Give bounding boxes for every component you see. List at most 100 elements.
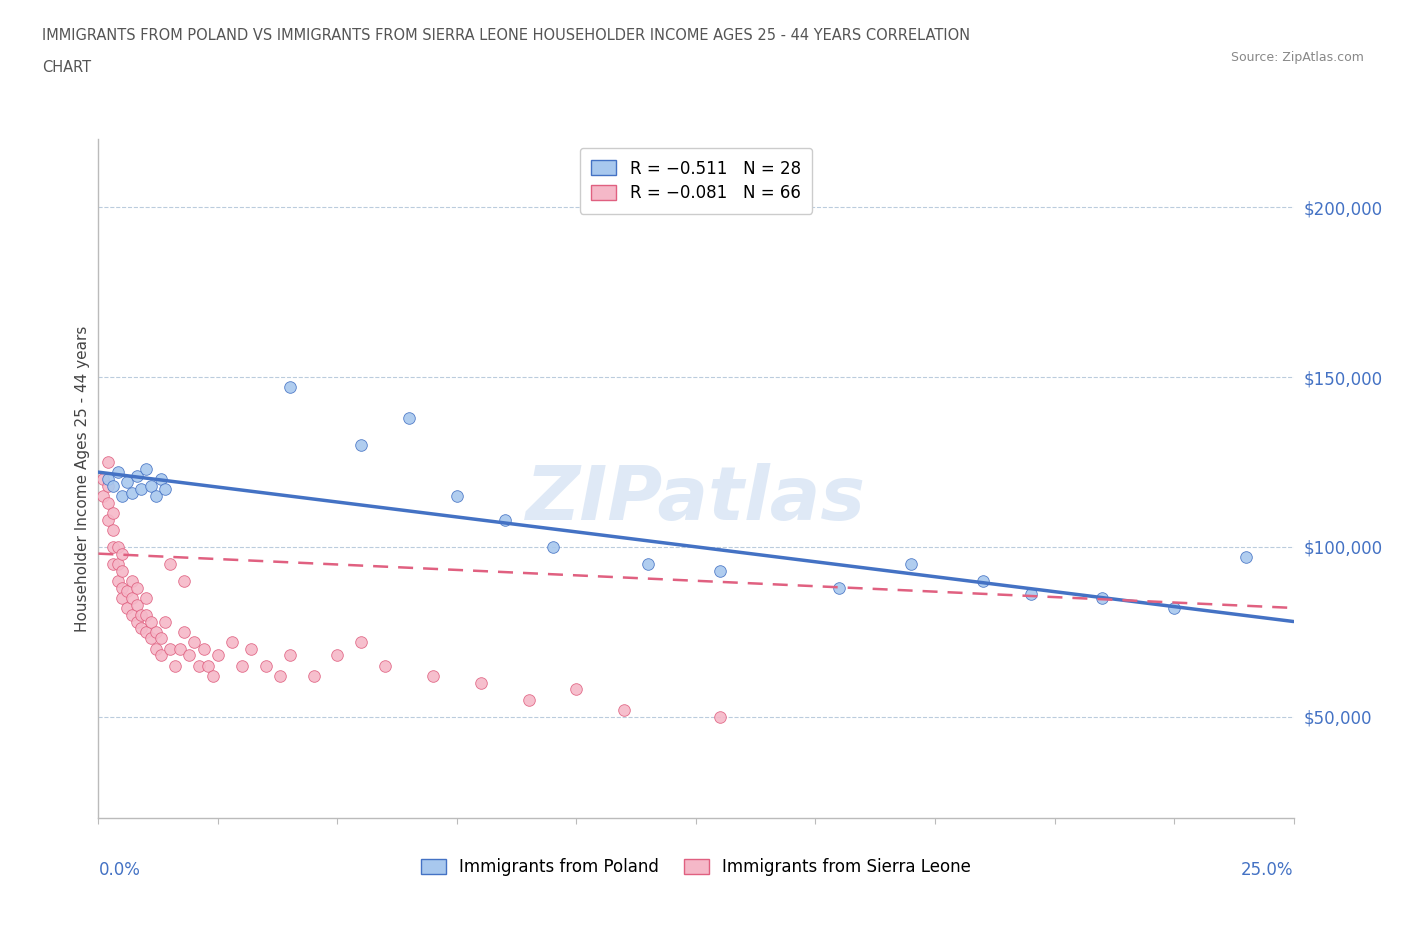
- Point: [207, 648, 229, 663]
- Point: [173, 624, 195, 639]
- Point: [149, 648, 172, 663]
- Point: [240, 642, 263, 657]
- Point: [131, 482, 153, 497]
- Point: [135, 607, 157, 622]
- Point: [494, 512, 516, 527]
- Point: [1091, 591, 1114, 605]
- Point: [139, 614, 162, 629]
- Point: [135, 624, 157, 639]
- Point: [350, 438, 373, 453]
- Point: [111, 591, 134, 605]
- Point: [97, 478, 120, 493]
- Point: [179, 648, 201, 663]
- Point: [169, 642, 191, 657]
- Point: [121, 485, 143, 500]
- Point: [149, 631, 172, 646]
- Point: [107, 539, 129, 554]
- Point: [302, 669, 325, 684]
- Point: [145, 624, 167, 639]
- Point: [422, 669, 444, 684]
- Point: [115, 601, 138, 616]
- Point: [278, 648, 301, 663]
- Point: [135, 591, 157, 605]
- Text: ZIPatlas: ZIPatlas: [526, 463, 866, 536]
- Point: [149, 472, 172, 486]
- Point: [517, 692, 540, 707]
- Point: [101, 523, 124, 538]
- Point: [193, 642, 215, 657]
- Point: [187, 658, 209, 673]
- Point: [97, 472, 120, 486]
- Point: [709, 709, 731, 724]
- Point: [115, 583, 138, 598]
- Point: [269, 669, 291, 684]
- Point: [121, 607, 143, 622]
- Point: [107, 465, 129, 480]
- Point: [173, 573, 195, 589]
- Point: [131, 621, 153, 636]
- Point: [254, 658, 277, 673]
- Point: [1234, 550, 1257, 565]
- Point: [613, 702, 636, 717]
- Point: [145, 642, 167, 657]
- Point: [111, 564, 134, 578]
- Point: [91, 488, 114, 503]
- Point: [163, 658, 186, 673]
- Point: [1019, 587, 1042, 602]
- Point: [900, 556, 922, 571]
- Point: [326, 648, 349, 663]
- Point: [101, 556, 124, 571]
- Text: 25.0%: 25.0%: [1241, 860, 1294, 879]
- Point: [135, 461, 157, 476]
- Point: [183, 634, 205, 649]
- Point: [121, 591, 143, 605]
- Point: [1163, 601, 1185, 616]
- Text: 0.0%: 0.0%: [98, 860, 141, 879]
- Point: [709, 564, 731, 578]
- Point: [115, 475, 138, 490]
- Point: [97, 512, 120, 527]
- Point: [159, 642, 181, 657]
- Point: [374, 658, 396, 673]
- Point: [111, 488, 134, 503]
- Point: [111, 546, 134, 561]
- Point: [101, 478, 124, 493]
- Point: [446, 488, 468, 503]
- Point: [398, 410, 420, 425]
- Point: [91, 472, 114, 486]
- Point: [221, 634, 243, 649]
- Point: [125, 580, 148, 595]
- Point: [121, 573, 143, 589]
- Point: [470, 675, 492, 690]
- Point: [131, 607, 153, 622]
- Point: [107, 556, 129, 571]
- Point: [155, 614, 177, 629]
- Point: [565, 682, 588, 697]
- Point: [107, 573, 129, 589]
- Point: [155, 482, 177, 497]
- Point: [139, 478, 162, 493]
- Point: [145, 488, 167, 503]
- Point: [97, 455, 120, 470]
- Point: [97, 496, 120, 511]
- Point: [541, 539, 564, 554]
- Legend: Immigrants from Poland, Immigrants from Sierra Leone: Immigrants from Poland, Immigrants from …: [412, 850, 980, 884]
- Point: [972, 573, 994, 589]
- Text: Source: ZipAtlas.com: Source: ZipAtlas.com: [1230, 51, 1364, 64]
- Point: [101, 539, 124, 554]
- Point: [350, 634, 373, 649]
- Point: [278, 379, 301, 394]
- Point: [101, 506, 124, 521]
- Point: [637, 556, 659, 571]
- Point: [125, 614, 148, 629]
- Point: [159, 556, 181, 571]
- Point: [125, 468, 148, 483]
- Point: [197, 658, 219, 673]
- Y-axis label: Householder Income Ages 25 - 44 years: Householder Income Ages 25 - 44 years: [75, 326, 90, 632]
- Point: [125, 597, 148, 612]
- Text: CHART: CHART: [42, 60, 91, 75]
- Point: [828, 580, 851, 595]
- Point: [139, 631, 162, 646]
- Point: [111, 580, 134, 595]
- Text: IMMIGRANTS FROM POLAND VS IMMIGRANTS FROM SIERRA LEONE HOUSEHOLDER INCOME AGES 2: IMMIGRANTS FROM POLAND VS IMMIGRANTS FRO…: [42, 28, 970, 43]
